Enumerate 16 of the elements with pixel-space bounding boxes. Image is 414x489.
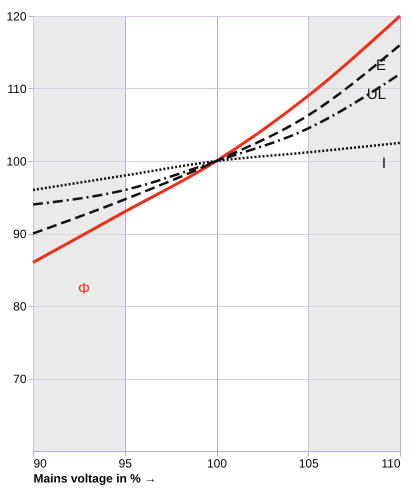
text: Φ (78, 280, 90, 298)
y-tick-label: 80 (13, 300, 27, 314)
y-tick-label: 110 (7, 82, 27, 96)
line-series (32, 44, 402, 235)
y-tick-label: 120 (6, 10, 27, 24)
x-tick-label: 105 (298, 456, 320, 470)
x-tick-label: 90 (34, 456, 48, 470)
y-tick-label: 100 (6, 154, 27, 168)
series-label: I (382, 154, 386, 172)
y-tick-label: 90 (13, 227, 27, 241)
line-series (32, 14, 402, 264)
x-tick-label: 110 (381, 456, 401, 470)
x-axis-title: Mains voltage in % → (34, 472, 156, 486)
y-tick-label: 70 (13, 372, 27, 386)
x-tick-label: 95 (118, 456, 132, 470)
x-tick-label: 100 (206, 456, 228, 470)
